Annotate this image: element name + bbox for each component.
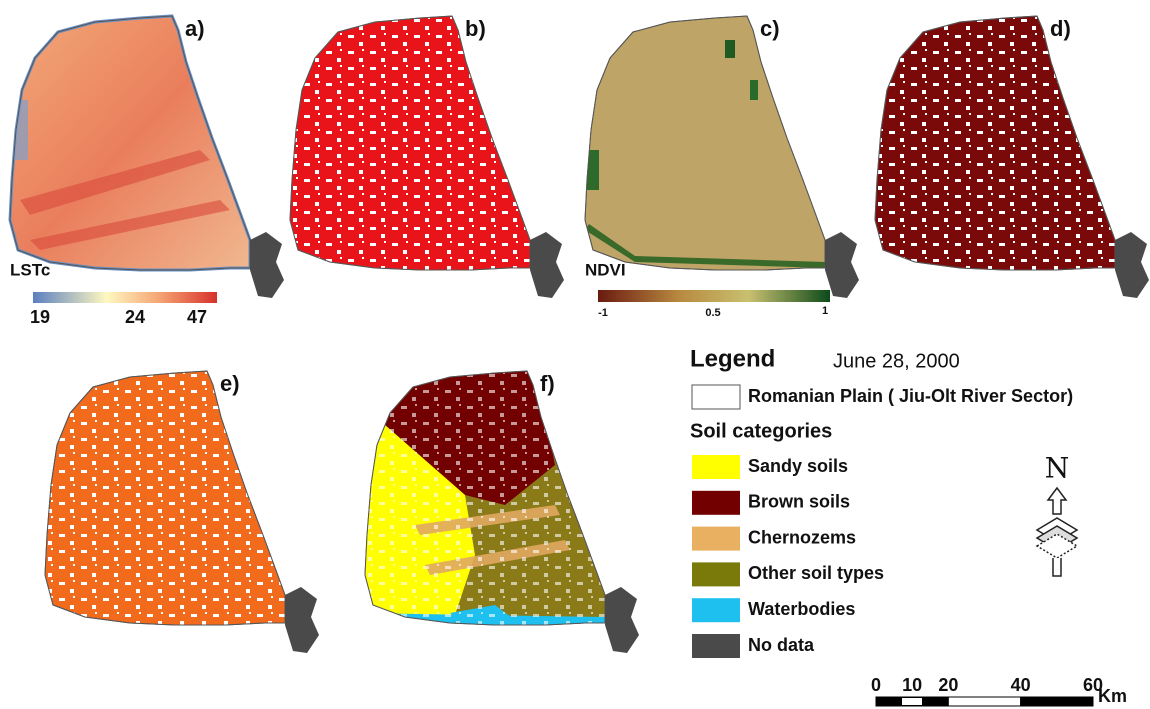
legend-swatch bbox=[692, 562, 740, 586]
no-data bbox=[285, 587, 319, 653]
veg bbox=[725, 40, 735, 58]
scale-segment bbox=[1021, 697, 1093, 706]
boundary-label: Romanian Plain ( Jiu-Olt River Sector) bbox=[748, 386, 1073, 406]
map-panels: a) b) c) d) e) f) bbox=[10, 0, 1150, 655]
colorbar-tick: -1 bbox=[598, 307, 608, 319]
panel-label: c) bbox=[760, 16, 780, 41]
legend-label: Sandy soils bbox=[748, 456, 848, 476]
legend-swatch bbox=[692, 598, 740, 622]
scale-segment bbox=[902, 698, 922, 705]
panel-label: b) bbox=[465, 16, 486, 41]
scale-tick-label: 0 bbox=[871, 675, 881, 695]
no-data bbox=[530, 232, 564, 298]
panel-label: d) bbox=[1050, 16, 1071, 41]
figure: a) b) c) d) e) f) LSTc 19 24 47 NDVI -1 0.5 1… bbox=[0, 0, 1150, 709]
scale-tick-label: 10 bbox=[902, 675, 922, 695]
no-data bbox=[1115, 232, 1149, 298]
scale-tick-label: 20 bbox=[938, 675, 958, 695]
scale-tick-label: 40 bbox=[1011, 675, 1031, 695]
map-panel: d) bbox=[865, 0, 1150, 300]
speckle bbox=[865, 0, 1150, 300]
soil-title: Soil categories bbox=[690, 420, 832, 442]
panel-label: e) bbox=[220, 371, 240, 396]
veg bbox=[750, 80, 758, 100]
legend-title: Legend bbox=[690, 345, 775, 372]
map-panel: e) bbox=[35, 355, 335, 655]
scale-segment bbox=[948, 697, 1020, 706]
boundary-swatch bbox=[692, 385, 740, 409]
colorbar-tick: 0.5 bbox=[705, 307, 720, 319]
legend: Legend June 28, 2000 Romanian Plain ( Ji… bbox=[690, 345, 1073, 658]
colorbar bbox=[33, 292, 217, 303]
legend-swatch bbox=[692, 634, 740, 658]
legend-date: June 28, 2000 bbox=[833, 350, 960, 372]
no-data bbox=[250, 232, 284, 298]
colorbar-tick: 24 bbox=[125, 307, 145, 327]
legend-label: Waterbodies bbox=[748, 599, 855, 619]
colorbar-tick: 1 bbox=[822, 305, 828, 317]
colorbar-tick: 19 bbox=[30, 307, 50, 327]
colorbar-tick: 47 bbox=[187, 307, 207, 327]
no-data bbox=[605, 587, 639, 653]
map-panel: c) bbox=[585, 16, 859, 298]
legend-swatch bbox=[692, 491, 740, 515]
legend-swatch bbox=[692, 527, 740, 551]
no-data bbox=[825, 232, 859, 298]
north-label: N bbox=[1045, 452, 1070, 485]
colorbar bbox=[598, 290, 830, 302]
panel-label: f) bbox=[540, 371, 555, 396]
panel-label: a) bbox=[185, 16, 205, 41]
region-detail bbox=[865, 0, 1150, 300]
legend-label: Other soil types bbox=[748, 563, 884, 583]
north-arrow: N bbox=[1037, 452, 1077, 577]
legend-swatch bbox=[692, 455, 740, 479]
legend-label: Chernozems bbox=[748, 527, 856, 547]
colorbar-title: LSTc bbox=[10, 260, 50, 279]
legend-label: Brown soils bbox=[748, 492, 850, 512]
map-panel: b) bbox=[280, 0, 580, 300]
map-panel: a) bbox=[10, 16, 284, 298]
colorbar-title: NDVI bbox=[585, 260, 626, 279]
legend-label: No data bbox=[748, 635, 815, 655]
scale-unit: Km bbox=[1098, 686, 1127, 706]
map-panel: f) bbox=[355, 355, 655, 655]
